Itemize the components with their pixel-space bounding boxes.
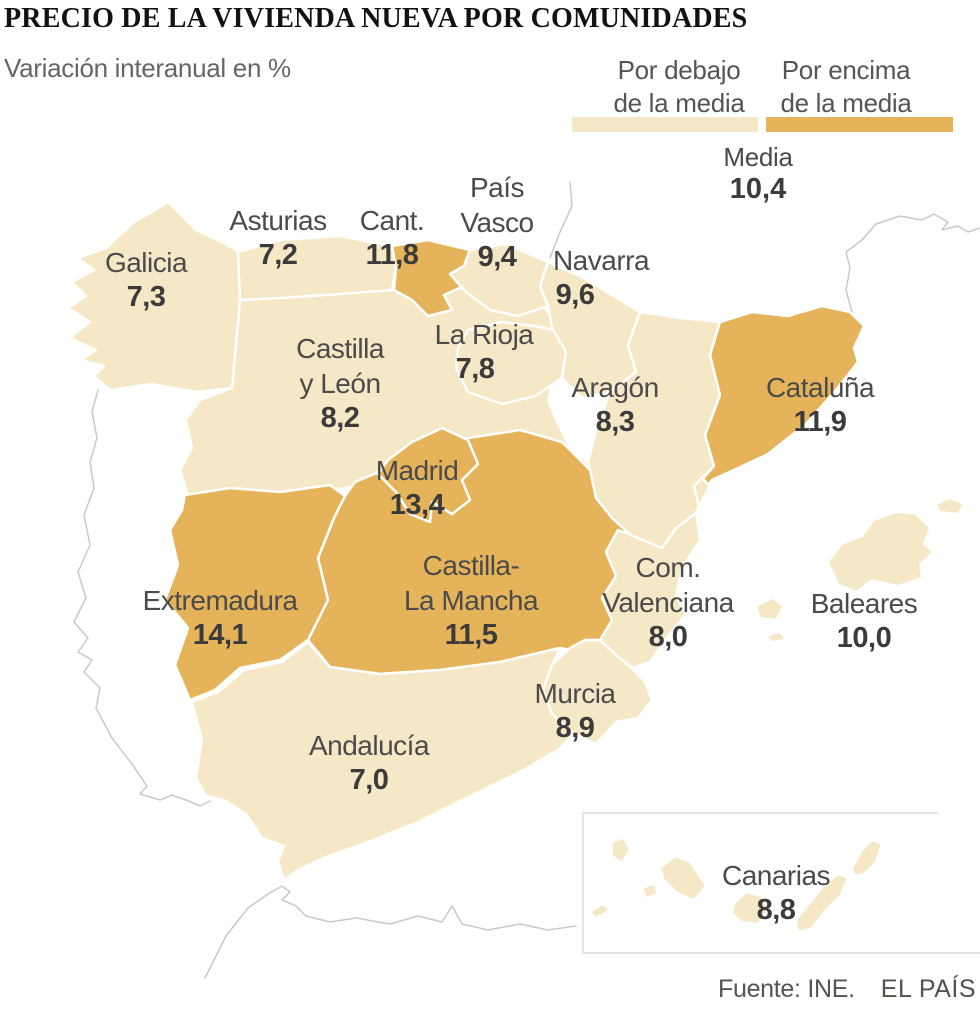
region-value: 14,1 — [192, 619, 248, 651]
page-subtitle: Variación interanual en % — [4, 53, 291, 83]
france-biscay-coastline — [549, 181, 573, 259]
label-com-valenciana: Com. Valenciana 8,0 — [602, 550, 734, 655]
label-la-rioja: La Rioja 7,8 — [435, 317, 534, 387]
region-name: Vasco — [460, 207, 534, 238]
label-cantabria: Cant. 11,8 — [359, 203, 425, 273]
region-name: y León — [299, 368, 381, 399]
region-value: 13,4 — [389, 489, 445, 521]
island-fuerteventura — [795, 873, 849, 933]
label-extremadura: Extremadura 14,1 — [143, 583, 298, 653]
africa-coastline — [204, 885, 577, 979]
legend-above-line2: de la media — [780, 88, 912, 118]
region-name: La Rioja — [434, 319, 534, 350]
legend-media: Media 10,4 — [723, 142, 793, 206]
media-value: 10,4 — [729, 173, 787, 205]
region-name: Murcia — [534, 678, 616, 709]
region-name: Cant. — [359, 205, 425, 236]
label-aragon: Aragón 8,3 — [571, 370, 659, 440]
island-la-palma — [611, 837, 631, 863]
region-name: Valenciana — [602, 587, 734, 618]
region-name: Galicia — [104, 247, 188, 278]
region-value: 11,8 — [365, 239, 419, 271]
region-value: 11,5 — [444, 619, 498, 651]
region-andalucia — [190, 640, 576, 882]
island-la-gomera — [641, 883, 659, 899]
region-murcia — [541, 638, 654, 746]
island-el-hierro — [589, 903, 611, 919]
region-value: 9,6 — [555, 279, 595, 311]
island-mallorca — [827, 511, 935, 593]
region-name: Castilla- — [422, 550, 520, 581]
region-value: 7,8 — [455, 353, 495, 385]
label-canarias: Canarias 8,8 — [721, 858, 831, 928]
page-title: PRECIO DE LA VIVIENDA NUEVA POR COMUNIDA… — [4, 3, 748, 34]
source-credit: Fuente: INE. — [718, 975, 855, 1003]
island-tenerife — [659, 855, 707, 901]
region-name: Cataluña — [765, 372, 875, 403]
region-value: 7,0 — [349, 764, 389, 796]
label-pais-vasco: País Vasco 9,4 — [460, 170, 534, 275]
island-ibiza — [755, 597, 785, 621]
legend-below-label: Por debajo de la media — [613, 54, 744, 120]
island-gran-canaria — [731, 891, 769, 925]
region-extremadura — [163, 483, 347, 702]
below-swatch-rect — [572, 117, 758, 132]
above-swatch-rect — [766, 117, 953, 132]
region-name: Com. — [635, 552, 701, 583]
canarias-inset-border — [582, 812, 980, 954]
region-pais-vasco — [448, 242, 550, 318]
region-cataluna — [698, 304, 866, 490]
label-navarra: Navarra 9,6 — [552, 243, 650, 313]
publication-credit: EL PAÍS — [880, 975, 976, 1003]
region-value: 8,9 — [555, 712, 595, 744]
region-value: 9,4 — [477, 241, 517, 273]
region-name: País — [469, 172, 525, 203]
portugal-coastline — [73, 389, 211, 807]
region-la-rioja — [454, 320, 568, 406]
media-label: Media — [723, 142, 793, 172]
france-mediterranean-coastline — [845, 213, 980, 313]
region-value: 7,2 — [258, 239, 298, 271]
label-castilla-la-mancha: Castilla- La Mancha 11,5 — [403, 548, 539, 653]
label-baleares: Baleares 10,0 — [811, 586, 918, 656]
region-name: Castilla — [296, 333, 384, 364]
region-name: Extremadura — [142, 585, 298, 616]
island-formentera — [765, 631, 787, 643]
region-value: 11,9 — [793, 406, 847, 438]
region-name: Canarias — [721, 860, 831, 891]
legend-above-label: Por encima de la media — [780, 54, 911, 120]
legend-below-swatch — [572, 117, 758, 132]
legend-above-line1: Por encima — [781, 55, 911, 85]
region-name: Aragón — [571, 372, 659, 403]
region-name: Asturias — [229, 205, 327, 236]
label-castilla-y-leon: Castilla y León 8,2 — [296, 331, 384, 436]
region-value: 8,3 — [595, 406, 635, 438]
region-name: Andalucía — [308, 730, 430, 761]
region-name: Madrid — [375, 455, 459, 486]
label-cataluna: Cataluña 11,9 — [765, 370, 875, 440]
legend-below-line2: de la media — [613, 88, 745, 118]
region-name: La Mancha — [403, 585, 539, 616]
label-murcia: Murcia 8,9 — [534, 676, 616, 746]
label-asturias: Asturias 7,2 — [229, 203, 327, 273]
label-madrid: Madrid 13,4 — [376, 453, 459, 523]
region-name: Navarra — [552, 245, 650, 276]
legend-above-swatch — [766, 117, 953, 132]
region-madrid — [376, 426, 480, 524]
region-value: 8,8 — [756, 894, 796, 926]
label-andalucia: Andalucía 7,0 — [308, 728, 430, 798]
island-lanzarote — [851, 839, 883, 877]
region-value: 8,0 — [648, 621, 688, 653]
legend-below-line1: Por debajo — [617, 55, 741, 85]
island-menorca — [935, 497, 965, 515]
region-value: 7,3 — [126, 281, 166, 313]
region-navarra — [538, 260, 642, 400]
region-name: Baleares — [810, 588, 918, 619]
region-value: 10,0 — [836, 622, 892, 654]
region-value: 8,2 — [320, 402, 360, 434]
label-galicia: Galicia 7,3 — [104, 245, 188, 315]
